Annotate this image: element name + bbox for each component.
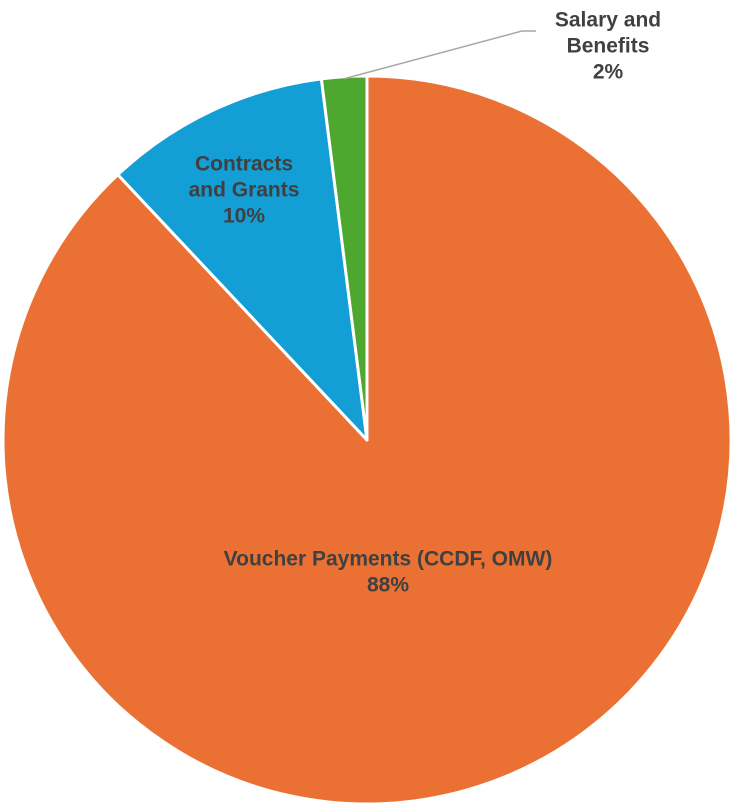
pie-slice-2 — [319, 74, 369, 442]
slice-name-label: Benefits — [567, 35, 650, 58]
slice-label-0: Voucher Payments (CCDF, OMW) 88% — [224, 548, 553, 597]
slice-label-1: Contracts and Grants 10% — [189, 153, 300, 228]
leader-line-salary — [344, 30, 536, 80]
slice-name-label: Voucher Payments (CCDF, OMW) — [224, 548, 553, 571]
slice-percent-label: 88% — [367, 574, 409, 597]
slice-label-2: Salary and Benefits 2% — [555, 9, 661, 84]
pie-slices — [1, 74, 732, 806]
slice-name-label: and Grants — [189, 179, 300, 202]
pie-slice-1 — [116, 77, 369, 442]
slice-name-label: Contracts — [195, 153, 293, 176]
slice-percent-label: 10% — [223, 205, 265, 228]
slice-labels: Voucher Payments (CCDF, OMW) 88% Contracts… — [189, 9, 662, 597]
leader-lines — [344, 30, 536, 80]
slice-name-label: Salary and — [555, 9, 661, 32]
slice-percent-label: 2% — [593, 61, 624, 84]
